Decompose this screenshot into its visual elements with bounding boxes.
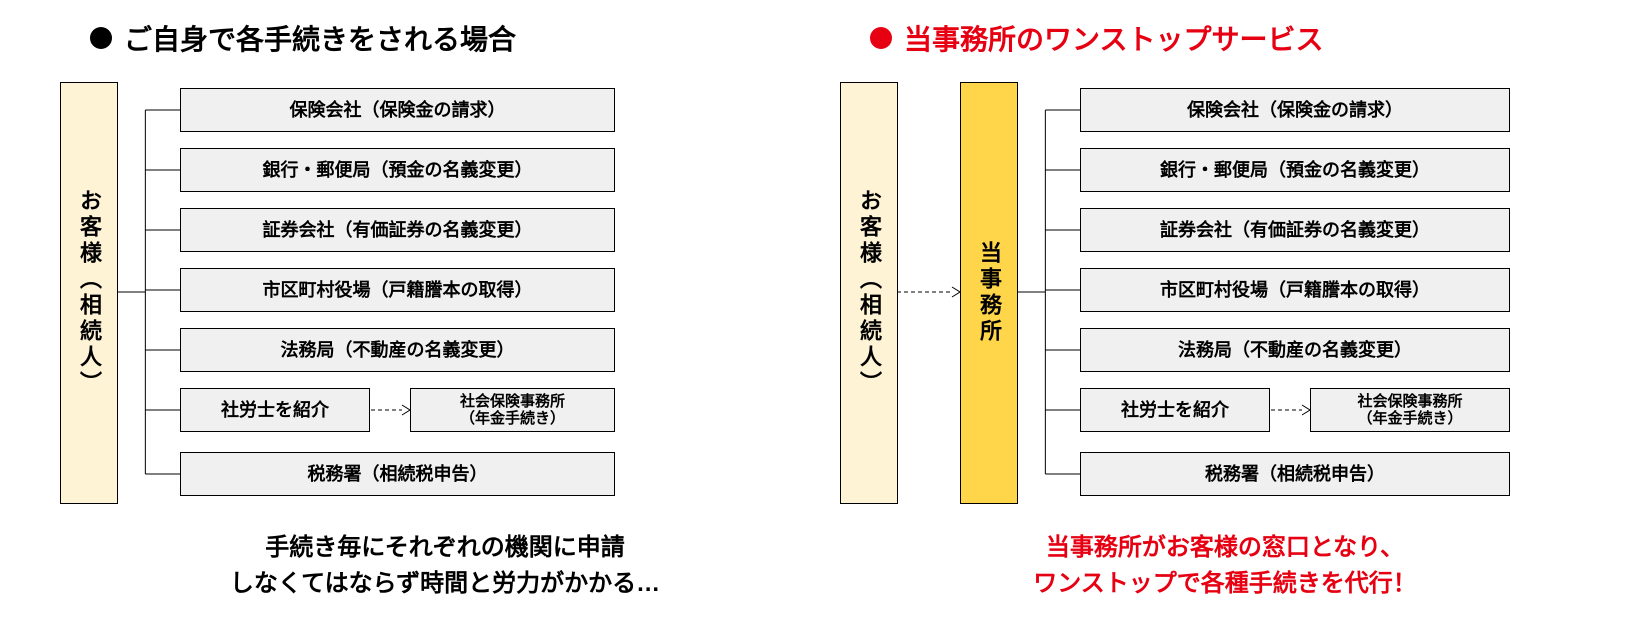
procedure-box: 市区町村役場（戸籍謄本の取得） <box>180 268 615 312</box>
section-title-right: 当事務所のワンストップサービス <box>840 18 1610 58</box>
procedure-box: 証券会社（有価証券の名義変更） <box>1080 208 1510 252</box>
section-title-left: ご自身で各手続きをされる場合 <box>60 18 830 58</box>
procedure-box: 法務局（不動産の名義変更） <box>1080 328 1510 372</box>
procedure-box: 法務局（不動産の名義変更） <box>180 328 615 372</box>
procedure-box: 銀行・郵便局（預金の名義変更） <box>180 148 615 192</box>
bullet-icon <box>870 27 892 49</box>
procedure-box: 保険会社（保険金の請求） <box>180 88 615 132</box>
title-text: ご自身で各手続きをされる場合 <box>124 18 516 58</box>
procedure-box: 市区町村役場（戸籍謄本の取得） <box>1080 268 1510 312</box>
procedure-box: 証券会社（有価証券の名義変更） <box>180 208 615 252</box>
procedure-box: 税務署（相続税申告） <box>180 452 615 496</box>
title-text: 当事務所のワンストップサービス <box>904 18 1323 58</box>
diagram-left: お客様（相続人）保険会社（保険金の請求）銀行・郵便局（預金の名義変更）証券会社（… <box>60 82 830 512</box>
bullet-icon <box>90 27 112 49</box>
procedure-box: 銀行・郵便局（預金の名義変更） <box>1080 148 1510 192</box>
procedure-box-sharoshi: 社労士を紹介 <box>1080 388 1270 432</box>
footer-text-right: 当事務所がお客様の窓口となり、 ワンストップで各種手続きを代行！ <box>840 530 1610 602</box>
footer-text-left: 手続き毎にそれぞれの機関に申請 しなくてはならず時間と労力がかかる… <box>60 530 830 602</box>
procedure-box: 保険会社（保険金の請求） <box>1080 88 1510 132</box>
procedure-box-sharoshi: 社労士を紹介 <box>180 388 370 432</box>
procedure-box-nenkin: 社会保険事務所 （年金手続き） <box>410 388 615 432</box>
diagram-right: お客様（相続人） 当事務所保険会社（保険金の請求）銀行・郵便局（預金の名義変更）… <box>840 82 1610 512</box>
procedure-box: 税務署（相続税申告） <box>1080 452 1510 496</box>
procedure-box-nenkin: 社会保険事務所 （年金手続き） <box>1310 388 1510 432</box>
